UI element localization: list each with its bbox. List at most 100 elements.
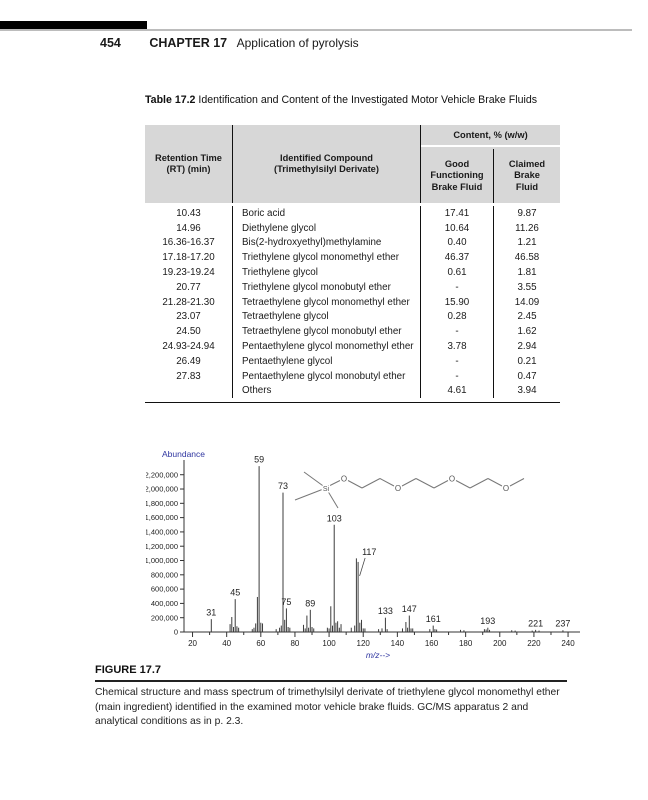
table-row: 23.07 Tetraethylene glycol 0.28 2.45: [145, 309, 560, 325]
table-row: 27.83 Pentaethylene glycol monobutyl ethe…: [145, 368, 560, 384]
y-tick-label: 2,000,000: [146, 485, 178, 494]
table-cell: 24.93-24.94: [145, 339, 233, 354]
y-tick-label: 1,200,000: [146, 542, 178, 551]
table-cell: 23.07: [145, 309, 233, 325]
table-cell: 2.45: [517, 311, 537, 323]
bond: [325, 487, 339, 509]
y-tick-label: 1,800,000: [146, 499, 178, 508]
table-cell: [145, 383, 233, 399]
table-cell: 17.18-17.20: [145, 250, 233, 266]
table-cell: 27.83: [145, 368, 233, 384]
bond: [455, 480, 471, 489]
x-tick-label: 180: [459, 639, 473, 648]
table-header: Retention Time (RT) (min) Identified Com…: [145, 125, 560, 203]
data-table: Retention Time (RT) (min) Identified Com…: [145, 125, 560, 404]
peak-label: 161: [426, 614, 441, 624]
peak-label: 237: [555, 619, 570, 629]
column-header-content-span: Content, % (w/w): [421, 125, 560, 147]
y-tick-label: 600,000: [151, 585, 178, 594]
x-tick-label: 140: [391, 639, 405, 648]
silicon-atom-label: Si: [323, 486, 330, 493]
header-rule: [0, 29, 632, 31]
table-cell: 24.50: [145, 324, 233, 340]
table-cell: 9.87: [517, 207, 537, 219]
y-tick-label: 1,400,000: [146, 528, 178, 537]
peak-label: 73: [278, 481, 288, 491]
spectrum-plot: 0 200,000 400,000 600,000 800,000 1,000,000 1,…: [146, 455, 580, 648]
column-header-retention-time: Retention Time (RT) (min): [145, 125, 233, 203]
table-row: 24.50 Tetraethylene glycol monobutyl ethe…: [145, 324, 560, 340]
x-tick-label: 240: [561, 639, 575, 648]
peak-label: 75: [281, 597, 291, 607]
bond: [328, 480, 341, 487]
table-cell: 0.28: [421, 309, 494, 325]
table-cell: Pentaethylene glycol monomethyl ether: [233, 339, 421, 354]
table-cell: Tetraethylene glycol monobutyl ether: [233, 324, 421, 340]
peak-label: 221: [528, 618, 543, 628]
page-number: 454: [100, 36, 121, 50]
bond: [401, 478, 417, 487]
peak-label: 193: [480, 616, 495, 626]
mass-spectrum-svg: Abundance m/z--> 0 200,000 400,000 600,000 8…: [146, 449, 580, 660]
running-head: 454 CHAPTER 17 Application of pyrolysis: [100, 36, 359, 50]
y-tick-label: 400,000: [151, 599, 178, 608]
table-cell: Triethylene glycol monomethyl ether: [233, 250, 421, 266]
header-black-bar: [0, 21, 147, 29]
table-cell: 0.61: [421, 265, 494, 280]
table-cell: Triethylene glycol: [233, 265, 421, 280]
bond: [469, 478, 489, 489]
table-row: 24.93-24.94 Pentaethylene glycol monometh…: [145, 339, 560, 354]
x-tick-label: 220: [527, 639, 541, 648]
table-row: 20.77 Triethylene glycol monobutyl ether -…: [145, 279, 560, 295]
bond: [303, 471, 327, 489]
oxygen-atom-label: O: [503, 484, 509, 493]
table-cell: 1.81: [517, 267, 537, 279]
bond: [433, 480, 449, 489]
y-axis-title: Abundance: [162, 449, 205, 459]
table-cell: Boric acid: [233, 206, 421, 221]
table-cell: Tetraethylene glycol monomethyl ether: [233, 294, 421, 310]
table-cell: -: [421, 324, 494, 340]
table-cell: 16.36-16.37: [145, 235, 233, 251]
table-cell: 0.47: [517, 370, 537, 382]
table-label: Table 17.2: [145, 94, 196, 106]
table-cell: 14.09: [514, 296, 540, 308]
table-cell: 0.21: [517, 355, 537, 367]
column-header-good-functioning: Good Functioning Brake Fluid: [421, 149, 494, 203]
bond: [415, 478, 435, 489]
bond: [294, 487, 327, 501]
table-cell: 17.41: [421, 206, 494, 221]
table-cell: 2.94: [517, 341, 537, 353]
x-axis-title: m/z-->: [366, 650, 390, 660]
table-cell: 4.61: [421, 383, 494, 399]
table-cell: 10.43: [145, 206, 233, 221]
table-cell: 11.26: [515, 222, 539, 234]
table-row: 21.28-21.30 Tetraethylene glycol monometh…: [145, 294, 560, 310]
table-cell: 46.37: [421, 250, 494, 266]
peak-label: 59: [254, 455, 264, 465]
table-cell: Triethylene glycol monobutyl ether: [233, 279, 421, 295]
chapter-label: CHAPTER 17: [149, 36, 228, 50]
chemical-structure: Si O O O O: [294, 471, 525, 509]
table-cell: -: [421, 368, 494, 384]
table-cell: 20.77: [145, 279, 233, 295]
x-tick-label: 60: [256, 639, 265, 648]
peak-label: 117: [362, 547, 376, 557]
table-cell: Pentaethylene glycol monobutyl ether: [233, 368, 421, 384]
bond: [361, 478, 381, 489]
table-cell: 21.28-21.30: [145, 294, 233, 310]
peak-label: 103: [327, 513, 342, 523]
table-row: 16.36-16.37 Bis(2-hydroxyethyl)methylamin…: [145, 235, 560, 251]
chapter-title: Application of pyrolysis: [236, 36, 359, 50]
table-row: Others 4.61 3.94: [145, 383, 560, 399]
table-cell: -: [421, 353, 494, 369]
y-tick-label: 200,000: [151, 613, 178, 622]
table-cell: 14.96: [145, 220, 233, 236]
table-cell: 26.49: [145, 353, 233, 369]
figure-rule: [95, 680, 567, 682]
peak-label: 45: [230, 588, 240, 598]
x-tick-label: 20: [188, 639, 197, 648]
table-row: 14.96 Diethylene glycol 10.64 11.26: [145, 220, 560, 236]
peak-label: 31: [206, 608, 216, 618]
